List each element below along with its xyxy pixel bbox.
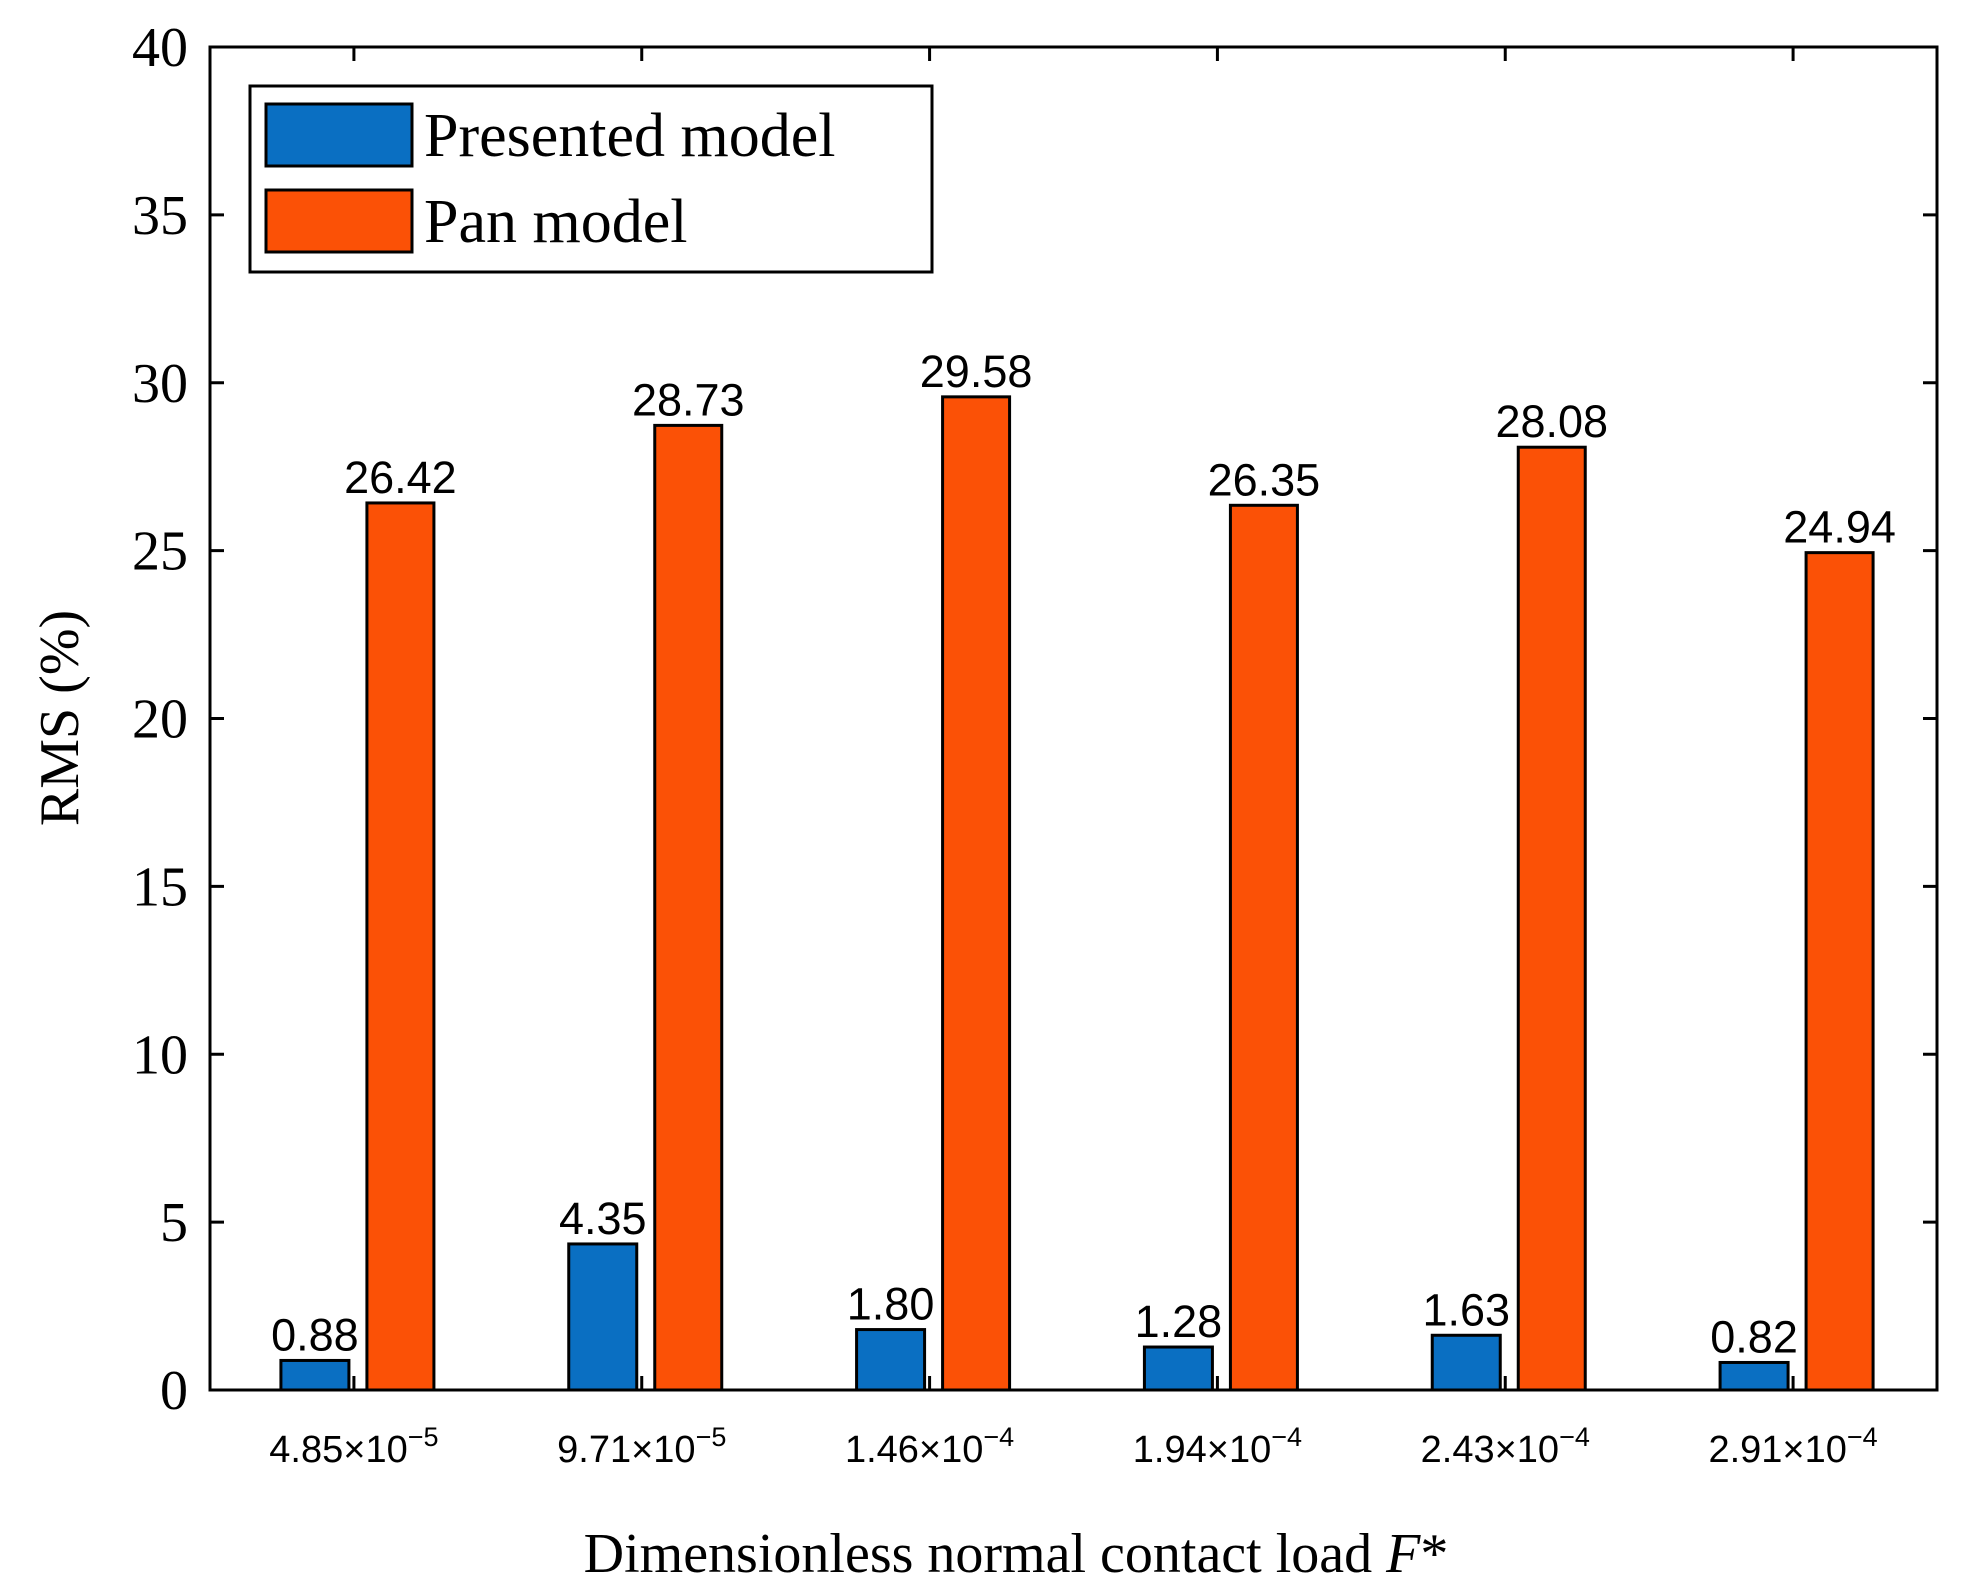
bar-presented (1430, 1333, 1502, 1392)
x-tick-label: 9.71×10−5 (557, 1422, 726, 1471)
bar-presented (567, 1242, 639, 1392)
x-tick-label: 4.85×10−5 (269, 1422, 438, 1471)
y-tick-label: 0 (160, 1360, 188, 1422)
x-tick-label: 1.46×10−4 (845, 1422, 1014, 1471)
data-label: 1.80 (847, 1279, 935, 1330)
bar-presented (855, 1328, 927, 1392)
x-axis-label-text: Dimensionless normal contact load (584, 1523, 1386, 1585)
y-tick-label: 30 (132, 353, 188, 415)
data-label: 1.63 (1422, 1284, 1510, 1335)
x-axis-label-suffix: * (1420, 1523, 1448, 1585)
data-label: 29.58 (920, 346, 1033, 397)
y-axis-label: RMS (%) (29, 610, 91, 826)
bar-pan (1228, 503, 1299, 1392)
data-label: 1.28 (1135, 1296, 1223, 1347)
data-label: 26.35 (1208, 454, 1321, 505)
x-tick-label: 2.91×10−4 (1708, 1422, 1877, 1471)
x-axis-label-symbol: F (1385, 1523, 1421, 1585)
y-tick-label: 10 (132, 1024, 188, 1086)
bar-pan (653, 423, 724, 1392)
bar-presented (279, 1358, 351, 1392)
data-label: 24.94 (1783, 502, 1896, 553)
data-label: 0.82 (1710, 1311, 1798, 1362)
y-tick-label: 25 (132, 521, 188, 583)
legend-swatch (264, 102, 414, 168)
y-tick-label: 35 (132, 185, 188, 247)
bar-pan (941, 395, 1012, 1392)
y-tick-label: 20 (132, 689, 188, 751)
y-tick-label: 5 (160, 1192, 188, 1254)
x-axis-label: Dimensionless normal contact load F* (584, 1523, 1449, 1585)
bar-pan (365, 501, 436, 1392)
y-tick-label: 40 (132, 17, 188, 79)
bar-presented (1142, 1345, 1214, 1392)
legend-label: Pan model (424, 188, 687, 256)
bar-pan (1516, 445, 1587, 1392)
data-label: 28.73 (632, 374, 745, 425)
data-label: 0.88 (271, 1309, 359, 1360)
legend-swatch (264, 188, 414, 254)
legend-label: Presented model (424, 102, 836, 170)
bar-presented (1718, 1360, 1790, 1392)
x-tick-label: 2.43×10−4 (1421, 1422, 1590, 1471)
data-label: 28.08 (1495, 396, 1608, 447)
y-tick-label: 15 (132, 856, 188, 918)
bar-pan (1804, 551, 1875, 1392)
data-label: 26.42 (344, 452, 457, 503)
data-label: 4.35 (559, 1193, 647, 1244)
x-tick-label: 1.94×10−4 (1133, 1422, 1302, 1471)
